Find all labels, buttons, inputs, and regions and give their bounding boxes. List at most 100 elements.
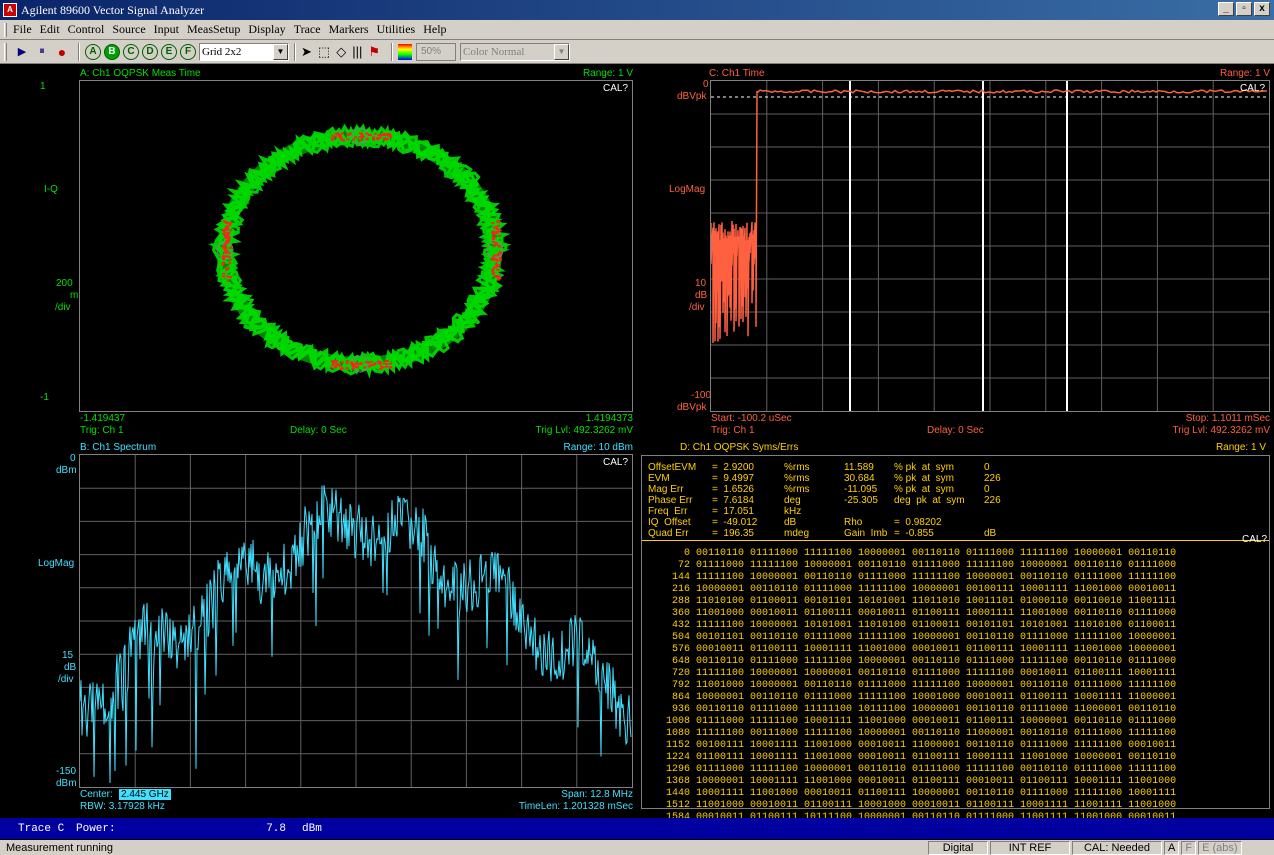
error-cell: = -0.855 [894, 528, 934, 539]
error-cell: % pk at sym [894, 462, 955, 473]
error-cell: dB [784, 517, 797, 528]
symbol-point [226, 279, 230, 282]
bit-row-values: 11111100 10000001 00110110 01111000 1111… [696, 572, 1177, 583]
symbol-point [494, 242, 498, 245]
spectrum-plot[interactable]: CAL? [79, 454, 633, 788]
symbol-point [491, 269, 495, 272]
trace-d-toggle[interactable]: D [142, 43, 158, 60]
bit-row: 144 11111100 10000001 00110110 01111000 1… [650, 572, 1269, 584]
error-cell: %rms [784, 462, 810, 473]
trace-a-header[interactable]: A: Ch1 OQPSK Meas Time [80, 68, 201, 79]
trace-d-header[interactable]: D: Ch1 OQPSK Syms/Errs [680, 442, 799, 453]
trace-b-header[interactable]: B: Ch1 Spectrum [80, 442, 157, 453]
menu-source[interactable]: Source [112, 22, 146, 36]
symbol-point [221, 263, 225, 266]
close-button[interactable]: x [1254, 2, 1270, 16]
symbol-point [493, 274, 497, 277]
app-icon: A [3, 3, 17, 17]
symbol-point [498, 234, 502, 237]
bit-row-index: 576 [671, 644, 690, 655]
bit-row: 288 11010100 01100011 00101101 10101001 1… [650, 596, 1269, 608]
chevron-down-icon: ▼ [273, 43, 288, 60]
color-palette-icon[interactable] [398, 43, 412, 60]
bit-row-values: 10000001 00110110 01111000 11111100 1000… [696, 584, 1177, 595]
time-plot[interactable]: CAL? [710, 80, 1270, 412]
iq-ring [218, 129, 502, 371]
symbol-point [359, 136, 363, 139]
symbol-point [380, 365, 384, 368]
menu-display[interactable]: Display [248, 22, 286, 36]
layout-select[interactable]: Grid 2x2 ▼ [199, 42, 289, 61]
error-cell: = 2.9200 [712, 462, 754, 473]
minimize-button[interactable]: _ [1218, 2, 1234, 16]
symbol-point [345, 362, 349, 365]
trace-b-ybotunit: dBm [56, 778, 77, 789]
error-cell: %rms [784, 484, 810, 495]
trace-c-toggle[interactable]: C [123, 43, 139, 60]
symbol-point [227, 240, 231, 243]
error-cell: = -49.012 [712, 517, 758, 528]
pause-button[interactable]: ⏸ [39, 45, 45, 57]
symbol-point [225, 275, 229, 278]
trace-b-yunit: dB [64, 662, 77, 673]
symbol-point [493, 258, 497, 261]
error-cell: deg [784, 495, 801, 506]
trace-c-header[interactable]: C: Ch1 Time [709, 68, 765, 79]
symbol-point [378, 362, 382, 365]
play-button[interactable]: ▶ [17, 46, 27, 58]
persist-percent[interactable]: 50% [416, 42, 456, 61]
menu-meassetup[interactable]: MeasSetup [187, 22, 241, 36]
bit-row-index: 1224 [665, 752, 690, 763]
bit-row-values: 01100111 10001111 11001000 00010011 0110… [696, 752, 1177, 763]
symbol-point [331, 361, 335, 364]
menu-grip[interactable] [4, 22, 7, 37]
symbol-point [330, 366, 334, 369]
marker-icon[interactable]: ⚑ [368, 43, 380, 59]
bit-row-values: 01111000 11111100 10000001 00110110 0111… [696, 764, 1177, 775]
menu-edit[interactable]: Edit [39, 22, 60, 36]
color-mode-select[interactable]: Color Normal ▼ [460, 42, 570, 61]
trace-b-toggle[interactable]: B [104, 43, 120, 60]
diamond-icon[interactable]: ◇ [336, 43, 347, 59]
error-cell: % pk at sym [894, 484, 955, 495]
bit-row-values: 10000001 00110110 01111000 11111100 1000… [696, 692, 1177, 703]
bit-row: 1440 10001111 11001000 00010011 01100111 … [650, 788, 1269, 800]
bit-row-index: 864 [671, 692, 690, 703]
trace-f-toggle[interactable]: F [180, 43, 196, 60]
menu-help[interactable]: Help [423, 22, 447, 36]
menu-file[interactable]: File [13, 22, 32, 36]
symbol-point [345, 367, 349, 370]
bit-row-values: 00110110 01111000 11111100 10111100 1000… [696, 704, 1177, 715]
bit-row: 792 11001000 10000001 00110110 01111000 1… [650, 680, 1269, 692]
bars-icon[interactable]: ||| [352, 44, 363, 59]
zoom-box-icon[interactable]: ⬚ [317, 43, 331, 59]
menu-input[interactable]: Input [153, 22, 180, 36]
symbol-point [226, 233, 230, 236]
trace-c-delay: Delay: 0 Sec [927, 425, 984, 436]
trace-a-toggle[interactable]: A [85, 43, 101, 60]
constellation-plot[interactable]: CAL? [79, 80, 633, 412]
menu-control[interactable]: Control [67, 22, 105, 36]
trace-a-triglvl: Trig Lvl: 492.3262 mV [535, 425, 633, 436]
toolbar-grip[interactable] [4, 42, 7, 61]
menu-utilities[interactable]: Utilities [376, 22, 416, 36]
pointer-icon[interactable]: ➤ [301, 43, 312, 59]
menu-markers[interactable]: Markers [328, 22, 369, 36]
menu-trace[interactable]: Trace [293, 22, 321, 36]
syms-errs-table[interactable]: OffsetEVM = 2.9200 %rms 11.589% pk at sym 0 E… [641, 455, 1270, 823]
bit-row: 432 11111100 10000001 10101001 11010100 0… [650, 620, 1269, 632]
symbol-point [372, 136, 376, 139]
trace-b-range: Range: 10 dBm [563, 442, 634, 453]
symbol-point [224, 251, 228, 254]
spectrum-trace [80, 485, 632, 784]
chevron-down-icon: ▼ [554, 43, 569, 60]
trace-b-center-value[interactable]: 2.445 GHz [119, 789, 171, 800]
record-button[interactable]: ● [57, 43, 67, 60]
symbol-point [372, 363, 376, 366]
trace-a-cal: CAL? [602, 83, 628, 94]
trace-e-toggle[interactable]: E [161, 43, 177, 60]
maximize-button[interactable]: ▫ [1236, 2, 1252, 16]
error-cell: OffsetEVM [648, 462, 697, 473]
bit-row-index: 1152 [665, 740, 690, 751]
bit-row-index: 0 [683, 548, 690, 559]
